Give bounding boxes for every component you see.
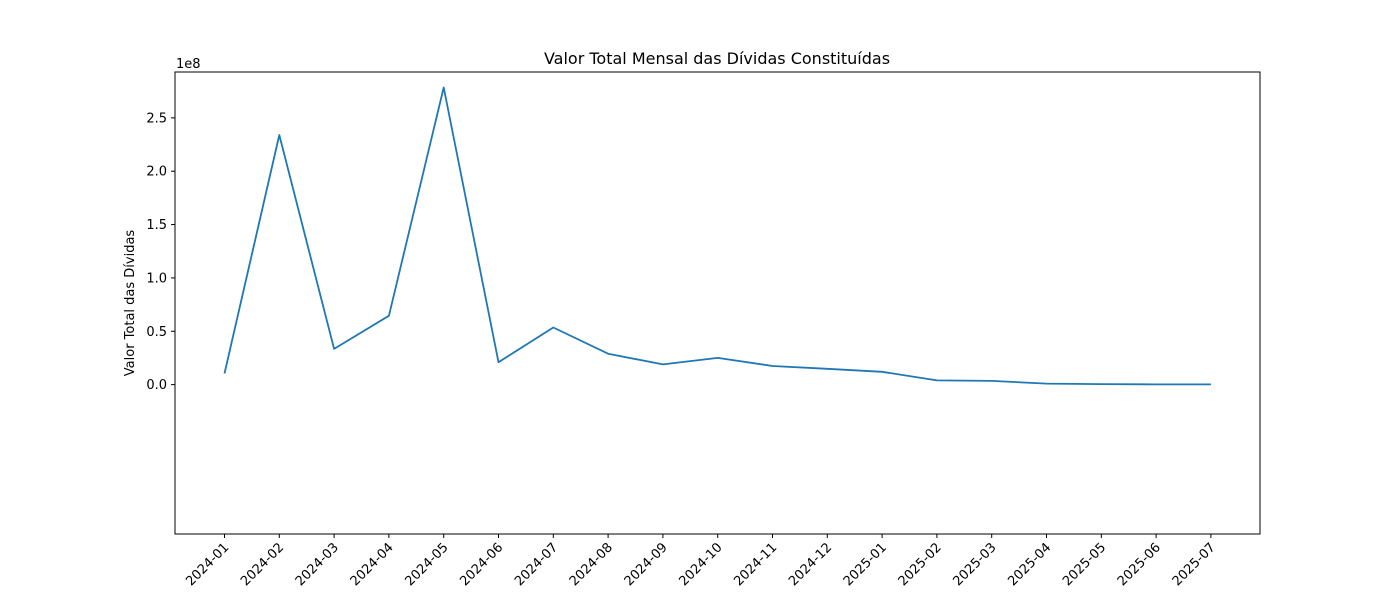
x-tick-label: 2025-03 (951, 540, 1000, 589)
x-tick-label: 2024-05 (403, 540, 452, 589)
y-tick-label: 2.5 (146, 111, 167, 126)
x-tick-label: 2025-05 (1060, 540, 1109, 589)
x-tick-label: 2025-07 (1170, 540, 1219, 589)
x-tick-label: 2024-08 (567, 540, 616, 589)
x-tick-label: 2024-07 (512, 540, 561, 589)
x-tick-label: 2024-01 (183, 540, 232, 589)
x-tick-label: 2025-02 (896, 540, 945, 589)
x-tick-label: 2025-04 (1005, 540, 1054, 589)
x-tick-label: 2025-01 (841, 540, 890, 589)
x-tick-label: 2024-09 (622, 540, 671, 589)
x-tick-label: 2024-12 (786, 540, 835, 589)
y-tick-label: 1.0 (146, 271, 167, 286)
series-line-0 (223, 86, 1211, 386)
x-tick-label: 2025-06 (1115, 540, 1164, 589)
x-tick-label: 2024-02 (238, 540, 287, 589)
y-axis-offset-label: 1e8 (176, 57, 201, 72)
y-tick-label: 0.0 (146, 378, 167, 393)
y-tick-label: 1.5 (146, 218, 167, 233)
x-tick-label: 2024-11 (731, 540, 780, 589)
y-tick-label: 2.0 (146, 165, 167, 180)
x-tick-label: 2024-06 (457, 540, 506, 589)
x-tick-label: 2024-03 (293, 540, 342, 589)
chart-title: Valor Total Mensal das Dívidas Constituí… (544, 49, 890, 68)
x-tick-label: 2024-10 (677, 540, 726, 589)
y-tick-label: 0.5 (146, 325, 167, 340)
y-axis-label: Valor Total das Dívidas (123, 230, 138, 377)
x-tick-label: 2024-04 (348, 540, 397, 589)
plot-frame (174, 71, 1261, 535)
